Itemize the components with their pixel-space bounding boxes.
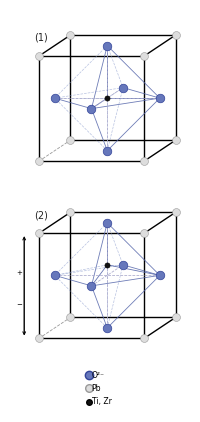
- Point: [37, 158, 41, 165]
- Point: [106, 262, 109, 268]
- Point: [69, 32, 72, 38]
- Point: [37, 335, 41, 342]
- Text: (2): (2): [34, 210, 48, 220]
- Point: [90, 282, 93, 289]
- Point: [37, 53, 41, 60]
- Point: [121, 84, 125, 91]
- Text: +: +: [16, 270, 22, 276]
- Point: [69, 209, 72, 216]
- Point: [53, 95, 56, 102]
- Point: [174, 137, 177, 143]
- Point: [174, 209, 177, 216]
- Text: −: −: [16, 302, 22, 308]
- Point: [106, 147, 109, 154]
- Point: [174, 314, 177, 321]
- Point: [53, 272, 56, 279]
- Point: [142, 53, 146, 60]
- Point: [158, 272, 161, 279]
- Text: (1): (1): [34, 33, 47, 43]
- Point: [37, 230, 41, 237]
- Point: [142, 230, 146, 237]
- Point: [142, 158, 146, 165]
- Point: [158, 95, 161, 102]
- Point: [69, 137, 72, 143]
- Point: [106, 325, 109, 331]
- Point: [106, 42, 109, 49]
- Point: [174, 32, 177, 38]
- Point: [90, 105, 93, 112]
- Point: [121, 262, 125, 268]
- Point: [106, 95, 109, 102]
- Point: [69, 314, 72, 321]
- Legend: O²⁻, Pb, Ti, Zr: O²⁻, Pb, Ti, Zr: [89, 371, 111, 406]
- Point: [106, 219, 109, 226]
- Point: [142, 335, 146, 342]
